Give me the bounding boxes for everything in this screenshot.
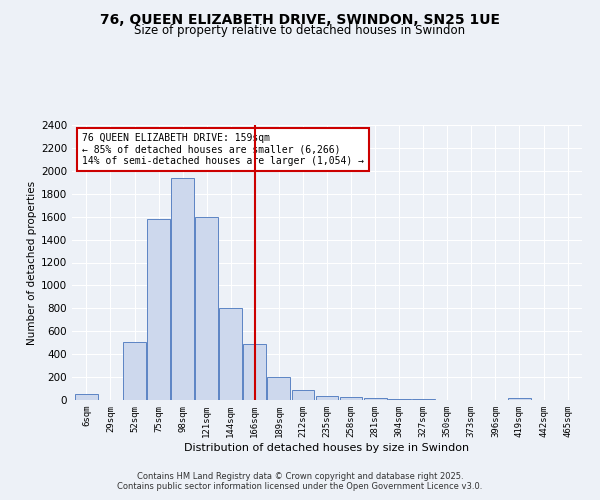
Bar — [388, 399, 410, 400]
Bar — [195, 216, 218, 400]
Bar — [340, 397, 362, 400]
Bar — [75, 394, 98, 400]
Bar — [244, 344, 266, 400]
Text: Contains public sector information licensed under the Open Government Licence v3: Contains public sector information licen… — [118, 482, 482, 491]
Bar — [268, 377, 290, 400]
Bar — [364, 398, 386, 400]
Bar — [508, 398, 531, 400]
Text: Contains HM Land Registry data © Crown copyright and database right 2025.: Contains HM Land Registry data © Crown c… — [137, 472, 463, 481]
Bar — [220, 308, 242, 400]
Bar — [292, 390, 314, 400]
X-axis label: Distribution of detached houses by size in Swindon: Distribution of detached houses by size … — [184, 442, 470, 452]
Text: Size of property relative to detached houses in Swindon: Size of property relative to detached ho… — [134, 24, 466, 37]
Bar — [316, 396, 338, 400]
Bar — [147, 219, 170, 400]
Bar — [171, 178, 194, 400]
Bar — [123, 342, 146, 400]
Y-axis label: Number of detached properties: Number of detached properties — [27, 180, 37, 344]
Text: 76 QUEEN ELIZABETH DRIVE: 159sqm
← 85% of detached houses are smaller (6,266)
14: 76 QUEEN ELIZABETH DRIVE: 159sqm ← 85% o… — [82, 133, 364, 166]
Text: 76, QUEEN ELIZABETH DRIVE, SWINDON, SN25 1UE: 76, QUEEN ELIZABETH DRIVE, SWINDON, SN25… — [100, 12, 500, 26]
